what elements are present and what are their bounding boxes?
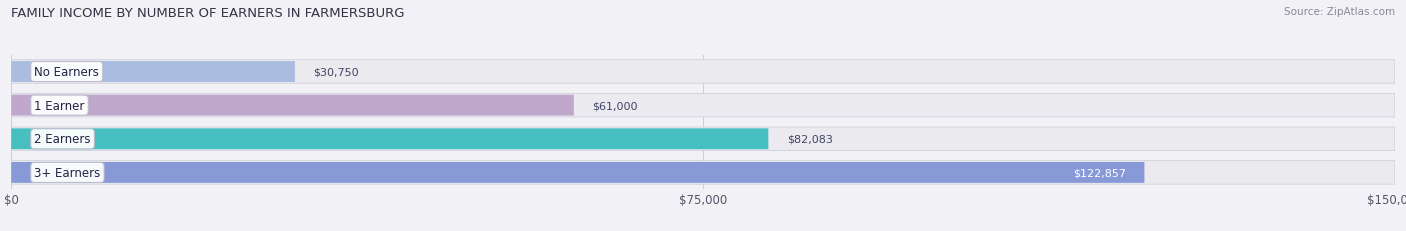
- FancyBboxPatch shape: [11, 95, 574, 116]
- Text: Source: ZipAtlas.com: Source: ZipAtlas.com: [1284, 7, 1395, 17]
- Text: $30,750: $30,750: [314, 67, 359, 77]
- Text: 2 Earners: 2 Earners: [34, 133, 91, 146]
- FancyBboxPatch shape: [11, 161, 1395, 184]
- Text: FAMILY INCOME BY NUMBER OF EARNERS IN FARMERSBURG: FAMILY INCOME BY NUMBER OF EARNERS IN FA…: [11, 7, 405, 20]
- FancyBboxPatch shape: [11, 62, 295, 82]
- FancyBboxPatch shape: [11, 94, 1395, 117]
- FancyBboxPatch shape: [11, 162, 1144, 183]
- FancyBboxPatch shape: [11, 128, 1395, 151]
- FancyBboxPatch shape: [11, 61, 1395, 84]
- Text: 3+ Earners: 3+ Earners: [34, 166, 101, 179]
- Text: No Earners: No Earners: [34, 66, 100, 79]
- Text: $122,857: $122,857: [1073, 168, 1126, 178]
- FancyBboxPatch shape: [11, 129, 768, 149]
- Text: 1 Earner: 1 Earner: [34, 99, 84, 112]
- Text: $61,000: $61,000: [592, 101, 638, 111]
- Text: $82,083: $82,083: [787, 134, 832, 144]
